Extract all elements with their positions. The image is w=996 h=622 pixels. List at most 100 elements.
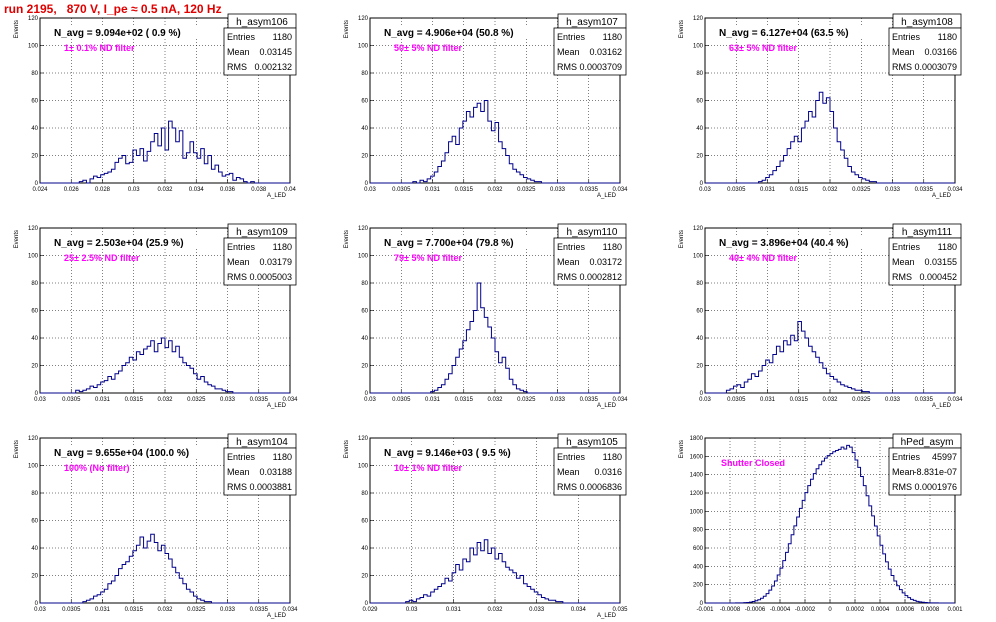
stats-value-rms: 0.0005003 (249, 272, 292, 282)
y-tick-label: 80 (31, 491, 38, 497)
y-tick-label: 100 (28, 44, 39, 50)
filter-label: 63± 5% ND filter (729, 43, 797, 53)
stats-box (888, 447, 962, 496)
y-tick-label: 1800 (690, 436, 704, 442)
x-tick-label: 0.033 (550, 397, 566, 403)
x-tick-label: 0.0305 (727, 397, 746, 403)
x-tick-label: 0.033 (220, 397, 236, 403)
stats-label-rms: RMS (892, 482, 912, 492)
stats-box (888, 237, 962, 286)
stats-value-mean: 0.03166 (924, 47, 957, 57)
x-tick-label: 0.0305 (62, 397, 81, 403)
y-axis-label: Events (344, 440, 350, 458)
stats-label-entries: Entries (557, 32, 586, 42)
stats-label-entries: Entries (557, 452, 586, 462)
x-tick-label: 0.031 (425, 397, 441, 403)
x-tick-label: 0.0335 (915, 397, 934, 403)
y-tick-label: 40 (361, 336, 368, 342)
x-tick-label: 0.0335 (250, 397, 269, 403)
stats-value-rms: 0.0001976 (914, 482, 957, 492)
y-axis-label: Events (679, 440, 685, 458)
stats-value-mean: 0.03188 (259, 467, 292, 477)
x-tick-label: 0.0325 (517, 187, 536, 193)
filter-label: 40± 4% ND filter (729, 253, 797, 263)
stats-label-mean: Mean (557, 467, 580, 477)
y-tick-label: 120 (28, 226, 39, 232)
x-axis-label: A_LED (267, 613, 287, 619)
x-tick-label: -0.0002 (795, 607, 816, 613)
y-tick-label: 60 (361, 519, 368, 525)
stats-box (553, 27, 627, 76)
y-tick-label: 40 (696, 126, 703, 132)
y-tick-label: 60 (361, 99, 368, 105)
x-tick-label: 0.03 (406, 607, 418, 613)
y-tick-label: 100 (358, 464, 369, 470)
y-tick-label: 60 (31, 519, 38, 525)
histogram-panel-h_asym108: 0.03 0.0305 0.031 0.0315 0.032 0.0325 0.033 0.0… (679, 13, 963, 199)
stats-label-entries: Entries (227, 452, 256, 462)
x-tick-label: 0.034 (571, 607, 587, 613)
navg-label: N_avg = 7.700e+04 (79.8 %) (384, 238, 514, 249)
y-tick-label: 20 (31, 154, 38, 160)
filter-label: 1± 0.1% ND filter (64, 43, 135, 53)
y-tick-label: 100 (28, 464, 39, 470)
y-tick-label: 200 (693, 583, 704, 589)
histogram-line (370, 282, 620, 394)
histogram-panel-h_asym107: 0.03 0.0305 0.031 0.0315 0.032 0.0325 0.033 0.0… (344, 13, 628, 199)
histogram-line (40, 533, 290, 604)
stats-value-entries: 1180 (938, 242, 957, 252)
x-tick-label: 0.032 (487, 187, 503, 193)
y-tick-label: 20 (31, 364, 38, 370)
navg-box (717, 25, 869, 39)
y-tick-label: 100 (693, 254, 704, 260)
x-tick-label: 0.03 (364, 397, 376, 403)
y-tick-label: 80 (31, 71, 38, 77)
stats-value-rms: 0.0003709 (579, 62, 622, 72)
y-tick-label: 0 (365, 391, 369, 397)
x-axis-label: A_LED (932, 403, 952, 409)
y-tick-label: 120 (693, 226, 704, 232)
y-tick-label: 40 (31, 546, 38, 552)
y-tick-label: 120 (358, 16, 369, 22)
x-axis-label: A_LED (597, 613, 617, 619)
x-tick-label: 0.0004 (871, 607, 890, 613)
y-tick-label: 100 (358, 254, 369, 260)
y-tick-label: 40 (31, 126, 38, 132)
y-tick-label: 0 (700, 181, 704, 187)
y-tick-label: 120 (693, 16, 704, 22)
stats-label-mean: Mean (227, 47, 250, 57)
x-tick-label: 0.03 (34, 397, 46, 403)
x-tick-label: 0.032 (822, 397, 838, 403)
stats-value-rms: 0.0003881 (249, 482, 292, 492)
stats-label-mean: Mean (892, 47, 915, 57)
y-tick-label: 80 (31, 281, 38, 287)
y-tick-label: 20 (361, 574, 368, 580)
x-tick-label: 0.036 (220, 187, 236, 193)
x-tick-label: -0.0004 (770, 607, 791, 613)
x-tick-label: 0.032 (157, 397, 173, 403)
stats-value-rms: 0.0006836 (579, 482, 622, 492)
stats-hist-name: h_asym109 (236, 227, 288, 238)
y-tick-label: 60 (696, 99, 703, 105)
x-tick-label: 0.0325 (187, 607, 206, 613)
stats-hist-name: h_asym104 (236, 437, 288, 448)
x-axis-label: A_LED (932, 193, 952, 199)
x-tick-label: 0.033 (885, 187, 901, 193)
x-tick-label: 0.033 (529, 607, 545, 613)
stats-label-rms: RMS (892, 62, 912, 72)
stats-value-mean: 0.03145 (259, 47, 292, 57)
navg-box (382, 235, 534, 249)
x-tick-label: 0.0315 (790, 187, 809, 193)
stats-value-entries: 1180 (603, 452, 622, 462)
navg-box (52, 445, 204, 459)
stats-hist-name: h_asym111 (902, 227, 953, 238)
histogram-panel-h_asym110: 0.03 0.0305 0.031 0.0315 0.032 0.0325 0.033 0.0… (344, 223, 628, 409)
y-tick-label: 40 (361, 546, 368, 552)
x-tick-label: 0.031 (95, 397, 111, 403)
stats-label-rms: RMS (557, 272, 577, 282)
x-tick-label: 0.0315 (125, 607, 144, 613)
y-tick-label: 120 (28, 436, 39, 442)
y-tick-label: 60 (696, 309, 703, 315)
y-axis-label: Events (344, 230, 350, 248)
stats-hist-name: h_asym106 (236, 17, 288, 28)
